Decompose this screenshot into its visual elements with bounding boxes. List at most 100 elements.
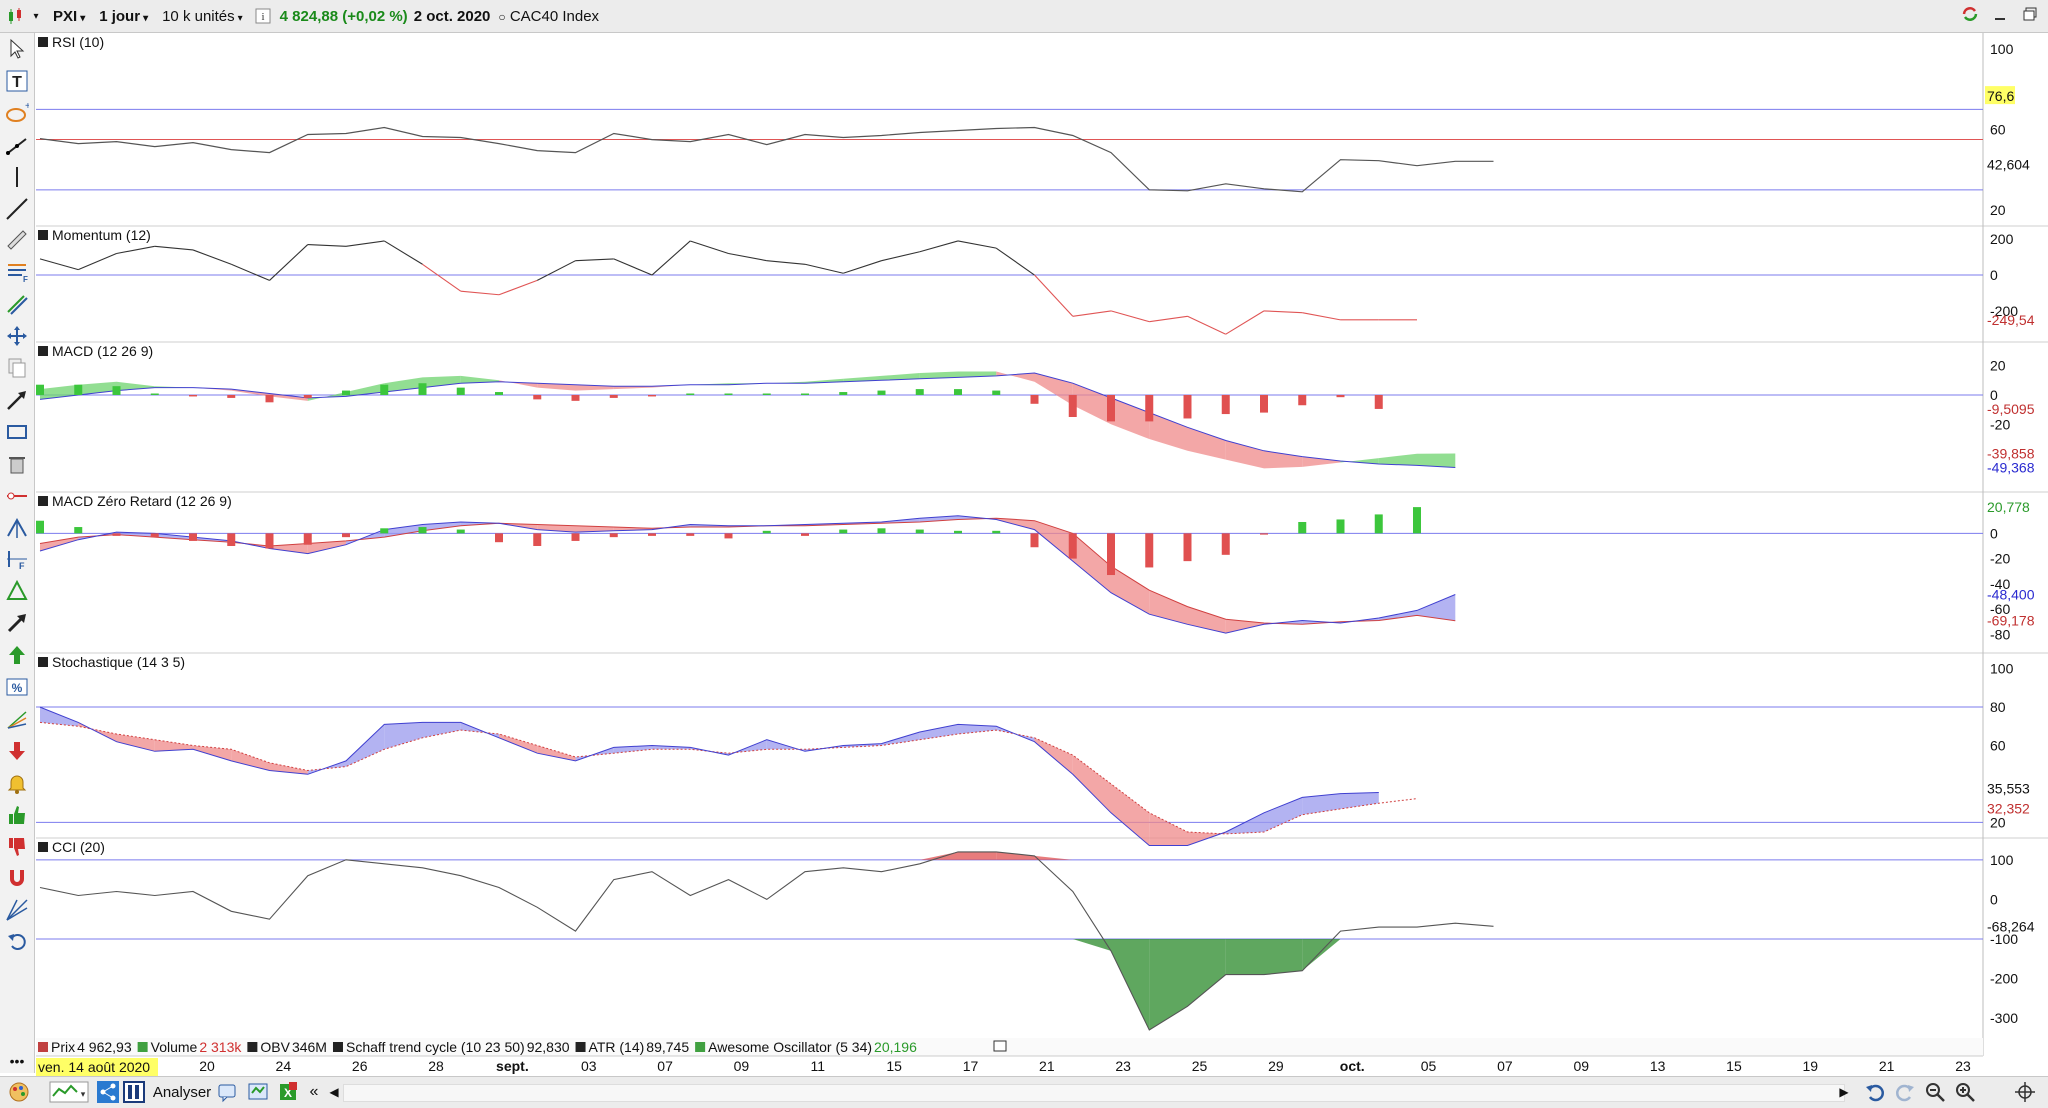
stoch-d-line — [39, 721, 1418, 835]
momentum-line-segment — [307, 244, 347, 247]
macd-fill — [422, 375, 461, 388]
momentum-line-segment — [460, 290, 500, 296]
buy-arrow-icon[interactable] — [5, 643, 29, 667]
message-icon[interactable] — [246, 1081, 270, 1103]
thumbs-up-icon[interactable] — [5, 803, 29, 827]
x-tick-label: 15 — [1726, 1058, 1742, 1074]
momentum-line-segment — [957, 240, 997, 249]
y-tick-label: 60 — [1990, 738, 2006, 754]
stoch-fill — [193, 745, 232, 761]
zoom-out-icon[interactable] — [1922, 1081, 1948, 1103]
fibo-time-icon[interactable]: F — [5, 547, 29, 571]
x-tick-label: 09 — [1573, 1058, 1589, 1074]
move-icon[interactable] — [5, 324, 29, 348]
zlmacd-histogram-bar — [112, 533, 121, 536]
zoom-in-icon[interactable] — [1952, 1081, 1978, 1103]
y-tick-label: -300 — [1990, 1010, 2018, 1026]
share-icon[interactable] — [96, 1081, 120, 1103]
alert-bell-icon[interactable] — [5, 771, 29, 795]
trash-icon[interactable] — [5, 452, 29, 476]
svg-text:▾: ▾ — [81, 1089, 86, 1099]
sell-arrow-icon[interactable] — [5, 739, 29, 763]
chevron-down-icon: ▾ — [237, 12, 243, 24]
zlmacd-histogram-bar — [1068, 533, 1077, 559]
info-icon[interactable]: i — [252, 5, 274, 27]
legend-swatch — [332, 1042, 343, 1052]
crosshair-icon[interactable] — [2012, 1081, 2038, 1103]
stoch-k-line — [39, 706, 1379, 846]
zlmacd-histogram-bar — [1298, 521, 1307, 534]
chevron-down-icon[interactable]: ▾ — [33, 10, 39, 22]
units-select[interactable]: 10 k unités ▾ — [158, 8, 247, 25]
analyze-button[interactable]: Analyser — [150, 1081, 214, 1103]
scroll-right-icon[interactable]: ▶ — [1839, 1085, 1849, 1099]
percent-icon[interactable]: % — [5, 675, 29, 699]
zlmacd-signal-line — [39, 517, 1456, 625]
undo-drawing-icon[interactable] — [5, 930, 29, 954]
trendline-icon[interactable] — [5, 197, 29, 221]
stoch-fill — [958, 724, 997, 734]
candlestick-icon[interactable] — [5, 5, 27, 27]
arrow-tool-icon[interactable] — [5, 388, 29, 412]
horizontal-scrollbar[interactable] — [343, 1084, 1845, 1102]
legend-name: ATR (14) — [589, 1039, 645, 1055]
palette-icon[interactable] — [4, 1081, 34, 1103]
legend-name: Awesome Oscillator (5 34) — [708, 1039, 872, 1055]
zlmacd-histogram-bar — [533, 533, 542, 546]
triangle-icon[interactable] — [5, 579, 29, 603]
redo-icon[interactable] — [1892, 1081, 1918, 1103]
macd-histogram-bar — [495, 392, 503, 395]
rectangle-tool-icon[interactable] — [5, 420, 29, 444]
more-tools-button[interactable]: ••• — [9, 1053, 25, 1069]
magnet-icon[interactable] — [5, 866, 29, 890]
vertical-line-icon[interactable] — [5, 165, 29, 189]
symbol-select[interactable]: PXI ▾ — [49, 8, 89, 25]
legend-name: Prix — [51, 1039, 75, 1055]
y-tick-label: -80 — [1990, 626, 2010, 642]
segment-tool-icon[interactable] — [5, 133, 29, 157]
scroll-left-icon[interactable]: ◀ — [329, 1085, 339, 1099]
arrow-up-right-icon[interactable] — [5, 611, 29, 635]
undo-icon[interactable] — [1862, 1081, 1888, 1103]
rsi-line — [39, 126, 1494, 193]
zlmacd-histogram-bar — [456, 529, 465, 534]
macd-fill — [1302, 456, 1341, 467]
layout-icon[interactable] — [122, 1081, 146, 1103]
restore-icon[interactable] — [2020, 4, 2040, 24]
macd-fill — [346, 383, 385, 397]
x-tick-label: 07 — [1497, 1058, 1513, 1074]
macd-fill — [460, 375, 499, 384]
channel-icon[interactable] — [5, 292, 29, 316]
collapse-icon[interactable]: « — [309, 1083, 319, 1100]
ruler-icon[interactable] — [5, 228, 29, 252]
marker-icon[interactable] — [5, 484, 29, 508]
cci-overbought-fill — [996, 851, 1035, 860]
add-indicator-icon[interactable]: ▾ — [48, 1081, 90, 1103]
x-tick-label: 19 — [1803, 1058, 1819, 1074]
refresh-icon[interactable] — [1960, 4, 1980, 24]
x-tick-label: 11 — [811, 1058, 826, 1074]
chat-icon[interactable] — [216, 1081, 240, 1103]
cursor-icon[interactable] — [5, 37, 29, 61]
ellipse-tool-icon[interactable]: + — [5, 101, 29, 125]
gann-icon[interactable] — [5, 898, 29, 922]
export-icon[interactable]: X — [276, 1081, 300, 1103]
chevron-down-icon: ▾ — [80, 12, 86, 24]
legend-value: 2 313k — [199, 1039, 242, 1055]
period-select[interactable]: 1 jour ▾ — [95, 8, 152, 25]
fibonacci-icon[interactable]: F — [5, 260, 29, 284]
zlmacd-histogram-bar — [839, 529, 848, 534]
zlmacd-histogram-bar — [1374, 514, 1383, 534]
chart-area[interactable]: RSI (10) 100 60 20 76,6 42,604 Momentum (12) 20… — [0, 0, 2048, 1076]
minimize-icon[interactable] — [1990, 4, 2010, 24]
text-tool-icon[interactable]: T — [5, 69, 29, 93]
copy-icon[interactable] — [5, 356, 29, 380]
momentum-line-segment — [383, 240, 423, 265]
stoch-fill — [919, 724, 958, 740]
momentum-line-segment — [995, 247, 1035, 276]
x-tick-label: 21 — [1039, 1058, 1055, 1074]
fan-icon[interactable] — [5, 707, 29, 731]
period-label: 1 jour — [99, 7, 141, 25]
pitchfork-icon[interactable] — [5, 516, 29, 540]
thumbs-down-icon[interactable] — [5, 835, 29, 859]
